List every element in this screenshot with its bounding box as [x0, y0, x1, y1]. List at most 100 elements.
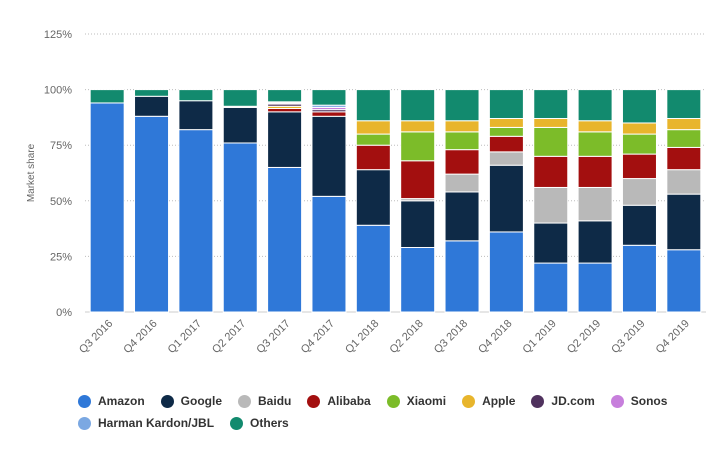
bar-segment-google [355, 169, 391, 226]
x-tick-label: Q3 2016 [77, 318, 115, 356]
x-tick-label: Q2 2019 [565, 318, 603, 356]
bar-segment-alibaba [488, 135, 524, 153]
bar-segment-xiaomi [666, 129, 702, 148]
bar-segment-amazon [666, 249, 702, 313]
x-tick-label: Q1 2018 [343, 318, 381, 356]
bar-segment-apple [533, 118, 569, 128]
legend-marker [238, 394, 252, 408]
x-tick-label: Q2 2017 [210, 318, 248, 356]
bar-segment-google [178, 100, 214, 131]
bar-segment-alibaba [533, 155, 569, 188]
legend-marker [531, 394, 545, 408]
bar-segment-alibaba [444, 149, 480, 175]
x-tick-label: Q1 2019 [521, 318, 559, 356]
bar-segment-others [267, 89, 303, 103]
bar-segment-alibaba [267, 108, 303, 113]
bar-segment-apple [488, 118, 524, 128]
bar-segment-others [178, 89, 214, 102]
bar-segment-others [621, 89, 657, 124]
x-tick-label: Q3 2018 [432, 318, 470, 356]
legend-row: Harman Kardon/JBL Others [78, 412, 678, 434]
bar-segment-amazon [222, 142, 258, 313]
bar-segment-others [666, 89, 702, 120]
bar-segment-others [134, 89, 170, 97]
bar-segment-baidu [444, 173, 480, 193]
legend: Amazon Google Baidu Alibaba Xiaomi Apple JD.co… [78, 390, 678, 434]
y-tick-label: 100% [44, 85, 72, 97]
bar-segment-amazon [400, 247, 436, 313]
bar-segment-baidu [488, 151, 524, 166]
y-tick-label: 50% [50, 196, 72, 208]
bar-segment-apple [355, 120, 391, 135]
bar-segment-others [311, 89, 347, 106]
legend-item[interactable]: Sonos [610, 394, 668, 408]
legend-label: Google [180, 394, 223, 408]
legend-label: Alibaba [327, 394, 371, 408]
bar-segment-google [400, 200, 436, 249]
legend-marker [78, 394, 91, 408]
legend-item[interactable]: Baidu [238, 394, 291, 408]
bar-segment-others [355, 89, 391, 122]
bar-segment-xiaomi [533, 126, 569, 157]
y-tick-label: 0% [56, 307, 72, 319]
bar-segment-xiaomi [400, 131, 436, 162]
gridlines [85, 33, 706, 313]
bar-segment-others [444, 89, 480, 122]
legend-label: Amazon [98, 394, 145, 408]
bar-segment-others [400, 89, 436, 122]
legend-marker [230, 416, 244, 430]
legend-item[interactable]: Xiaomi [386, 394, 447, 408]
bar-segment-amazon [621, 244, 657, 313]
legend-item[interactable]: Google [160, 394, 223, 408]
y-tick-label: 125% [44, 29, 72, 41]
bar-segment-google [577, 220, 613, 264]
bar-segment-apple [400, 120, 436, 133]
legend-marker [78, 416, 91, 430]
x-tick-label: Q3 2017 [254, 318, 292, 356]
legend-label: Others [250, 416, 289, 430]
bar-segment-amazon [577, 262, 613, 313]
y-tick-label: 25% [50, 251, 72, 263]
legend-marker [386, 394, 400, 408]
bars [89, 89, 702, 313]
legend-item[interactable]: Alibaba [307, 394, 371, 408]
legend-label: Apple [482, 394, 516, 408]
y-axis-label: Market share [26, 143, 37, 202]
bar-segment-baidu [533, 186, 569, 224]
bar-segment-alibaba [666, 146, 702, 171]
bar-segment-amazon [89, 102, 125, 313]
bar-segment-amazon [311, 195, 347, 313]
legend-marker [610, 394, 624, 408]
legend-item[interactable]: Harman Kardon/JBL [78, 416, 214, 430]
bar-segment-apple [444, 120, 480, 133]
y-axis: 0% 25% 50% 75% 100% 125% [44, 29, 72, 319]
x-tick-label: Q2 2018 [387, 318, 425, 356]
bar-segment-others [222, 89, 258, 107]
legend-label: Xiaomi [406, 394, 447, 408]
bar-segment-google [621, 204, 657, 246]
bar-segment-amazon [267, 166, 303, 313]
bar-segment-others [577, 89, 613, 122]
bar-segment-amazon [533, 262, 569, 313]
legend-item[interactable]: Amazon [78, 394, 145, 408]
bar-segment-google [533, 222, 569, 264]
legend-item[interactable]: JD.com [531, 394, 595, 408]
legend-item[interactable]: Others [230, 416, 289, 430]
bar-segment-google [666, 193, 702, 251]
legend-label: Sonos [630, 394, 668, 408]
x-tick-label: Q4 2017 [299, 318, 337, 356]
legend-item[interactable]: Apple [462, 394, 515, 408]
bar-segment-xiaomi [355, 133, 391, 146]
x-tick-label: Q3 2019 [609, 318, 647, 356]
bar-segment-amazon [355, 224, 391, 313]
bar-segment-xiaomi [488, 126, 524, 137]
bar-segment-google [134, 95, 170, 117]
bar-segment-alibaba [400, 160, 436, 200]
legend-marker [160, 394, 174, 408]
bar-segment-alibaba [311, 111, 347, 117]
x-tick-label: Q4 2016 [121, 318, 159, 356]
legend-row: Amazon Google Baidu Alibaba Xiaomi Apple JD.co… [78, 390, 678, 412]
bar-segment-xiaomi [444, 131, 480, 151]
bar-segment-google [222, 106, 258, 144]
bar-segment-baidu [666, 169, 702, 195]
